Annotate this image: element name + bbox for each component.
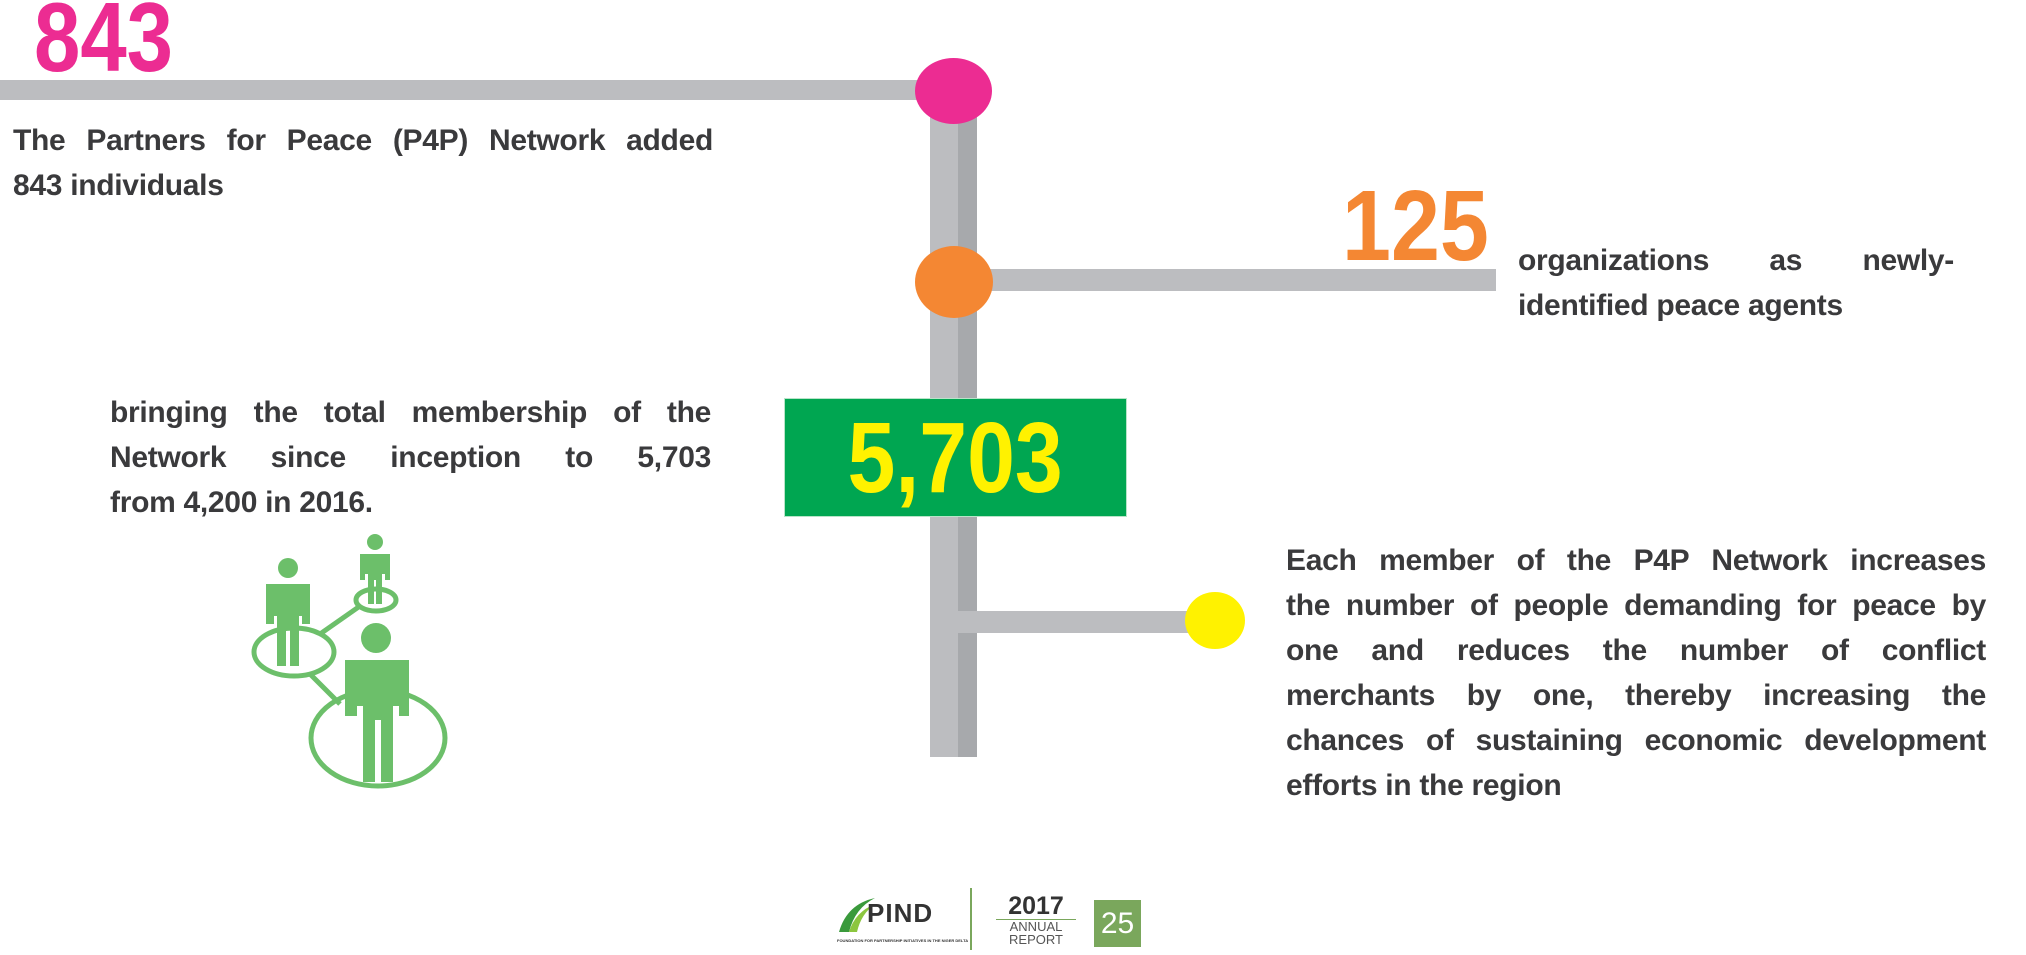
pind-logo: PIND FOUNDATION FOR PARTNERSHIP INITIATI… — [837, 892, 968, 950]
text-line: identified peace agents — [1518, 289, 1843, 322]
orange-node — [915, 246, 993, 318]
total-number-box: 5,703 — [784, 398, 1127, 517]
text-line: chances of sustaining economic developme… — [1286, 724, 1986, 757]
yellow-branch-bar — [956, 611, 1201, 633]
yellow-node — [1185, 592, 1245, 649]
text-line: from 4,200 in 2016. — [110, 486, 373, 519]
orange-branch-bar — [977, 269, 1496, 291]
pink-node — [915, 58, 992, 124]
text-line: organizations as newly- — [1518, 244, 1954, 277]
page-number-badge: 25 — [1094, 900, 1141, 947]
top-horizontal-bar — [0, 80, 935, 100]
individuals-number: 843 — [34, 0, 173, 92]
organizations-text: organizations as newly- identified peace… — [1518, 238, 1954, 328]
pind-logo-text: PIND — [867, 898, 934, 928]
impact-text: Each member of the P4P Network increases… — [1286, 538, 1986, 808]
text-line: one and reduces the number of conflict — [1286, 634, 1986, 667]
text-line: merchants by one, thereby increasing the — [1286, 679, 1986, 712]
pind-swoosh-icon — [839, 898, 875, 932]
total-number: 5,703 — [847, 401, 1064, 514]
text-line: the number of people demanding for peace… — [1286, 589, 1986, 622]
annual-report-label: 2017 ANNUAL REPORT — [996, 894, 1076, 946]
individuals-text: The Partners for Peace (P4P) Network add… — [13, 118, 713, 208]
page-number: 25 — [1100, 906, 1135, 940]
people-network-icon — [251, 534, 448, 789]
organizations-number: 125 — [1342, 170, 1489, 282]
footer-divider — [970, 888, 972, 950]
text-line: The Partners for Peace (P4P) Network add… — [13, 124, 713, 157]
text-line: efforts in the region — [1286, 769, 1562, 802]
text-line: Network since inception to 5,703 — [110, 441, 711, 474]
report-report: REPORT — [1009, 932, 1063, 947]
report-year: 2017 — [996, 894, 1076, 920]
report-annual: ANNUAL — [1009, 919, 1063, 934]
text-line: bringing the total membership of the — [110, 396, 711, 429]
pind-tagline: FOUNDATION FOR PARTNERSHIP INITIATIVES I… — [837, 938, 969, 943]
text-line: 843 individuals — [13, 169, 224, 202]
text-line: Each member of the P4P Network increases — [1286, 544, 1986, 577]
total-membership-text: bringing the total membership of the Net… — [110, 390, 711, 525]
